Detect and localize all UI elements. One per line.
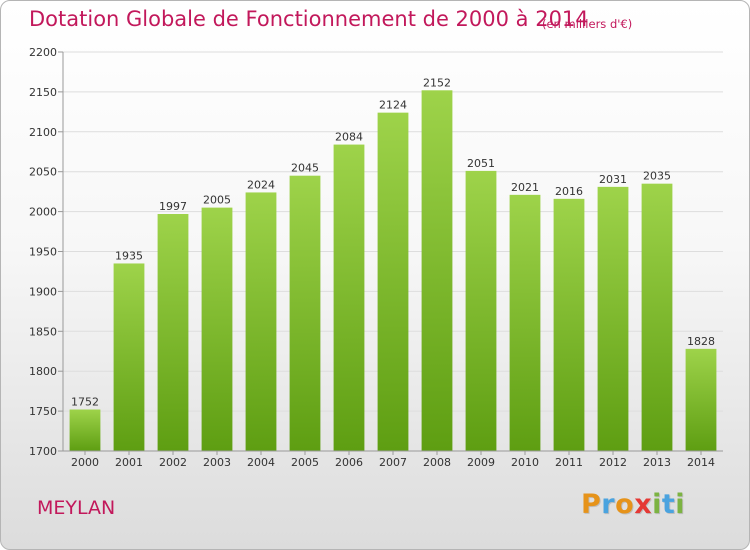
x-tick-label: 2007	[379, 456, 407, 469]
bar	[553, 198, 585, 451]
bar-layer	[69, 90, 717, 452]
bar-value-label: 1935	[115, 249, 143, 262]
logo-letter: x	[634, 489, 653, 520]
bar	[245, 192, 277, 451]
bar	[201, 207, 233, 451]
y-tick-label: 2050	[29, 166, 57, 179]
x-tick-label: 2008	[423, 456, 451, 469]
y-tick-label: 1700	[29, 445, 57, 458]
y-tick-label: 1950	[29, 246, 57, 259]
bar-value-label: 2024	[247, 178, 275, 191]
bar-value-label: 1752	[71, 396, 99, 409]
chart-subtitle: (en milliers d'€)	[542, 17, 633, 31]
x-tick-label: 2010	[511, 456, 539, 469]
x-tick-label: 2011	[555, 456, 583, 469]
x-tick-label: 2000	[71, 456, 99, 469]
bar	[509, 194, 541, 452]
bar	[289, 175, 321, 451]
x-tick-label: 2014	[687, 456, 715, 469]
label-layer: 1752 2000 1935 2001 1997 2002 2005 2003 2024 2004…	[71, 76, 715, 469]
x-tick-label: 2013	[643, 456, 671, 469]
y-tick-label: 1750	[29, 405, 57, 418]
bar	[113, 263, 145, 451]
bar	[377, 112, 409, 451]
bar-value-label: 2031	[599, 173, 627, 186]
bar	[333, 144, 365, 451]
bar	[421, 90, 453, 451]
y-tick-label: 1800	[29, 365, 57, 378]
y-tick-label: 1900	[29, 285, 57, 298]
bar-value-label: 2152	[423, 76, 451, 89]
chart-title: Dotation Globale de Fonctionnement de 20…	[29, 7, 589, 31]
x-tick-label: 2012	[599, 456, 627, 469]
y-tick-label: 1850	[29, 325, 57, 338]
bar-value-label: 2051	[467, 157, 495, 170]
y-tick-label: 2150	[29, 86, 57, 99]
x-tick-label: 2006	[335, 456, 363, 469]
x-tick-label: 2001	[115, 456, 143, 469]
bar-value-label: 2035	[643, 170, 671, 183]
x-tick-label: 2009	[467, 456, 495, 469]
x-tick-label: 2004	[247, 456, 275, 469]
axis-layer: 1700 1750 1800 1850 1900 1950 2000 2050 2100 2150…	[29, 46, 723, 458]
bar	[685, 348, 717, 451]
logo-letter: i	[675, 489, 686, 520]
bar	[465, 170, 497, 452]
logo-letter: o	[615, 489, 635, 520]
bar-value-label: 1997	[159, 200, 187, 213]
x-tick-label: 2002	[159, 456, 187, 469]
bar-value-label: 2124	[379, 99, 407, 112]
bar-value-label: 2021	[511, 181, 539, 194]
bar-value-label: 2005	[203, 194, 231, 207]
logo-letter: t	[661, 489, 676, 520]
logo-letter: i	[652, 489, 662, 520]
bar-value-label: 2084	[335, 131, 363, 144]
bar-value-label: 1828	[687, 335, 715, 348]
logo-letter: r	[601, 489, 616, 520]
logo-letter: P	[581, 489, 602, 520]
city-name: MEYLAN	[37, 497, 116, 519]
proxiti-logo: Proxiti	[581, 489, 685, 520]
x-tick-label: 2005	[291, 456, 319, 469]
y-tick-label: 2100	[29, 126, 57, 139]
bar	[157, 213, 189, 451]
bar	[641, 183, 673, 452]
x-tick-label: 2003	[203, 456, 231, 469]
bar	[597, 186, 629, 451]
bar	[69, 409, 101, 451]
bar-value-label: 2045	[291, 162, 319, 175]
y-tick-label: 2200	[29, 46, 57, 59]
bar-value-label: 2016	[555, 185, 583, 198]
y-tick-label: 2000	[29, 206, 57, 219]
